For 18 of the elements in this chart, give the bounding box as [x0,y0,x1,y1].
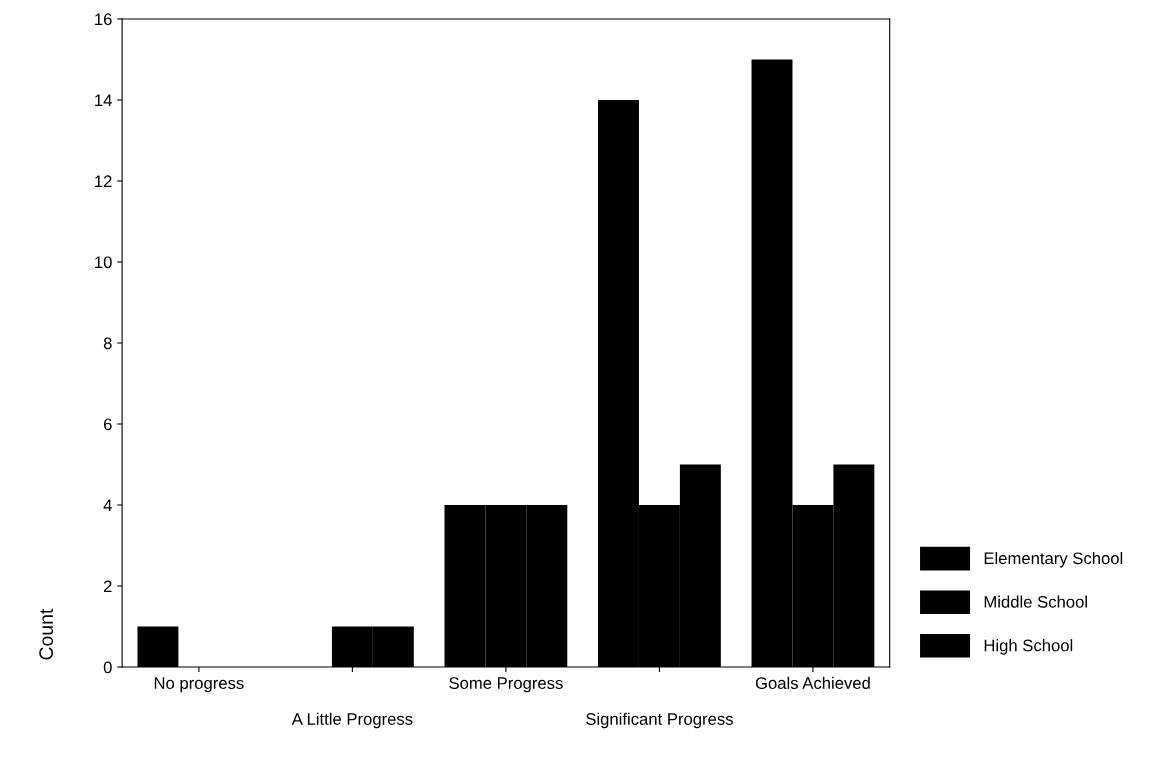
y-tick-label: 6 [103,418,112,431]
y-tick-label: 12 [95,175,112,188]
y-axis-title: Count [39,608,54,660]
legend-label: High School [984,639,1073,655]
y-tick-label: 4 [103,499,112,512]
x-tick-label: A Little Progress [291,712,413,729]
y-tick-label: 8 [103,337,112,350]
x-tick-label: No progress [154,677,244,693]
x-tick-label: Some Progress [449,677,563,693]
y-tick-label: 0 [103,661,112,674]
legend-label: Middle School [984,595,1087,608]
legend-label: Elementary School [984,551,1123,568]
y-tick-label: 10 [95,256,112,269]
x-tick-label: Significant Progress [586,712,733,729]
x-tick-label: Goals Achieved [755,676,870,689]
y-tick-label: 16 [95,13,112,26]
y-tick-label: 14 [95,94,112,106]
y-tick-label: 2 [103,580,112,593]
